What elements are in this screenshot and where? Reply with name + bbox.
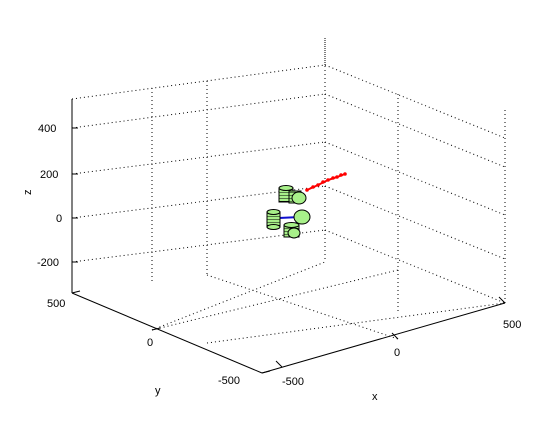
grid-line bbox=[71, 229, 326, 263]
y-tick-label: 500 bbox=[47, 298, 65, 310]
grid-line bbox=[71, 141, 326, 175]
x-tick bbox=[498, 296, 506, 304]
body-segment bbox=[266, 209, 281, 230]
trajectory-point bbox=[343, 172, 347, 176]
trajectory-point bbox=[339, 173, 343, 177]
grid-line bbox=[324, 64, 506, 139]
x-tick-label: -500 bbox=[282, 376, 304, 388]
trajectory-line bbox=[305, 172, 347, 192]
z-axis-label: z bbox=[22, 190, 34, 196]
trajectory-point bbox=[321, 180, 325, 184]
trajectory-point bbox=[316, 183, 320, 187]
tick-labels: 400 200 0 -200 500 0 -500 -500 0 500 bbox=[37, 123, 521, 388]
robot-model bbox=[266, 185, 311, 239]
x-tick-label: 0 bbox=[394, 347, 400, 359]
grid-line bbox=[151, 261, 326, 331]
y-tick bbox=[261, 370, 271, 374]
y-tick bbox=[71, 290, 81, 294]
grid-line bbox=[324, 229, 506, 304]
z-tick-label: 0 bbox=[56, 213, 62, 225]
axes bbox=[71, 99, 506, 374]
grid-line bbox=[324, 93, 506, 168]
joint bbox=[287, 227, 301, 239]
grid-line bbox=[206, 274, 399, 340]
joint bbox=[293, 209, 311, 225]
x-axis-line bbox=[261, 302, 506, 374]
grid-line bbox=[151, 269, 399, 331]
tick-marks bbox=[71, 127, 506, 374]
trajectory-point bbox=[326, 178, 330, 182]
trajectory-point bbox=[311, 185, 315, 189]
y-axis-line bbox=[71, 292, 263, 374]
grid-line bbox=[71, 93, 326, 129]
grid-line bbox=[206, 302, 506, 344]
x-tick-label: 500 bbox=[503, 319, 521, 331]
grid-line bbox=[324, 141, 506, 216]
joint bbox=[291, 191, 307, 205]
grid-line bbox=[71, 64, 326, 100]
z-tick-label: 200 bbox=[40, 169, 58, 181]
y-tick-label: 0 bbox=[147, 337, 153, 349]
z-tick-label: 400 bbox=[38, 123, 56, 135]
y-axis-label: y bbox=[155, 385, 161, 397]
axis-labels: z y x bbox=[22, 190, 378, 404]
grid-line bbox=[324, 185, 506, 260]
trajectory-point bbox=[335, 175, 339, 179]
x-tick bbox=[391, 332, 399, 340]
trajectory-point bbox=[331, 176, 335, 180]
x-tick bbox=[275, 360, 283, 368]
trajectory-point bbox=[305, 188, 309, 192]
y-tick-label: -500 bbox=[218, 375, 240, 387]
y-tick bbox=[151, 327, 161, 331]
z-tick-label: -200 bbox=[37, 257, 59, 269]
x-axis-label: x bbox=[372, 391, 378, 403]
